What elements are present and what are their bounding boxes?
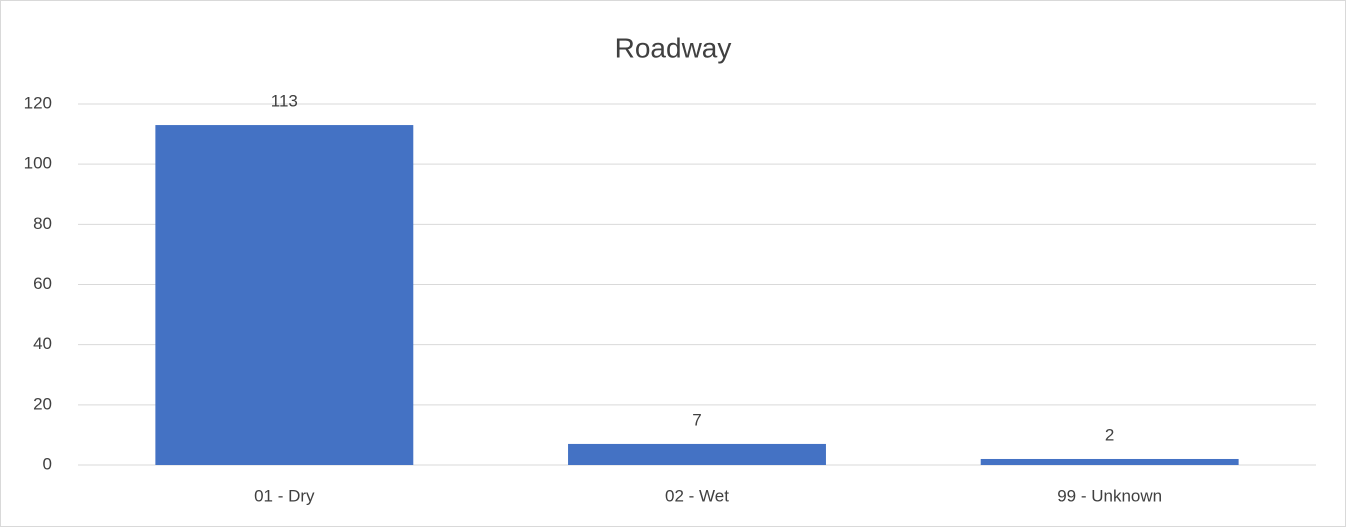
y-tick-label: 20 xyxy=(33,394,52,413)
data-label: 7 xyxy=(692,410,701,429)
y-tick-label: 100 xyxy=(24,154,52,173)
chart-title: Roadway xyxy=(615,32,732,63)
y-tick-label: 120 xyxy=(24,93,52,112)
x-tick-label: 01 - Dry xyxy=(254,486,315,505)
bar xyxy=(568,443,826,465)
bar xyxy=(155,125,414,465)
data-label: 113 xyxy=(271,92,298,111)
x-tick-label: 99 - Unknown xyxy=(1057,486,1162,505)
x-tick-label: 02 - Wet xyxy=(665,486,729,505)
y-tick-label: 60 xyxy=(33,274,52,293)
y-tick-label: 0 xyxy=(43,454,52,473)
bar xyxy=(980,458,1239,465)
y-tick-label: 80 xyxy=(33,214,52,233)
data-label: 2 xyxy=(1105,425,1114,444)
y-tick-label: 40 xyxy=(33,334,52,353)
